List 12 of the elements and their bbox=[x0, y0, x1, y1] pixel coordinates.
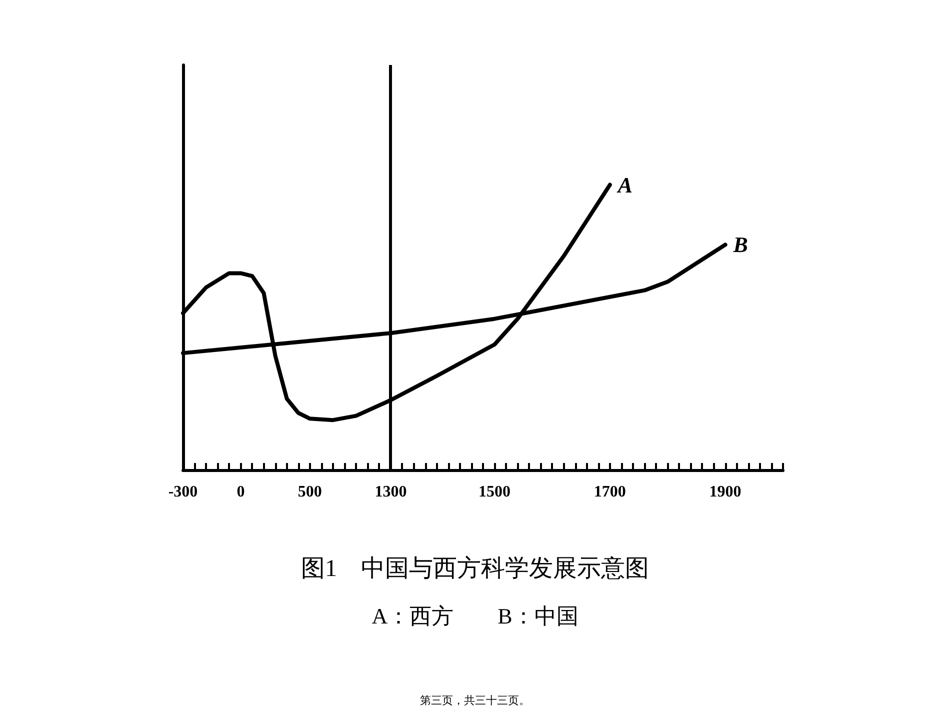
x-tick-label: -300 bbox=[168, 484, 198, 500]
x-tick-label: 0 bbox=[236, 484, 245, 500]
series-label: A bbox=[616, 172, 633, 198]
x-tick-label: 1300 bbox=[374, 484, 407, 500]
series-label: B bbox=[732, 232, 748, 258]
text: 图1 中国与西方科学发展示意图 bbox=[301, 555, 649, 582]
text: A：西方 B：中国 bbox=[372, 604, 578, 628]
x-tick-label: 1500 bbox=[478, 484, 511, 500]
x-tick-label: 1900 bbox=[709, 484, 742, 500]
text: 第三页，共三十三页。 bbox=[420, 694, 530, 707]
x-tick-label: 1700 bbox=[594, 484, 626, 500]
x-tick-label: 500 bbox=[298, 484, 322, 500]
